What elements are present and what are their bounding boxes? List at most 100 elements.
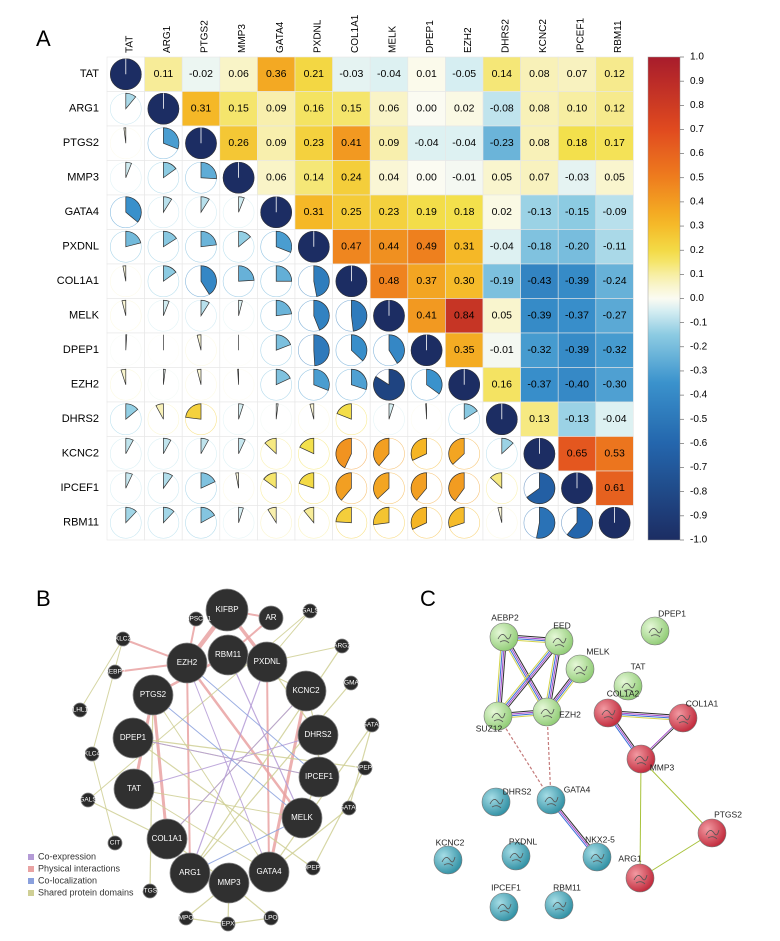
cell	[557, 229, 597, 265]
colorbar	[647, 56, 681, 541]
cell	[332, 229, 371, 265]
pie	[373, 472, 390, 500]
cell-label: 0.21	[304, 68, 325, 80]
protein-label: MELK	[586, 646, 609, 656]
cell-label: -0.13	[527, 206, 551, 218]
column-label: IPCEF1	[576, 18, 587, 53]
edge	[312, 767, 366, 869]
column-label: PXDNL	[312, 19, 323, 53]
pie	[237, 368, 239, 385]
protein-label: COL1A1	[686, 698, 719, 708]
cell-label: -0.40	[565, 379, 589, 391]
protein-node	[501, 841, 531, 871]
row-label: EZH2	[71, 379, 99, 391]
cell-label: -0.39	[565, 344, 589, 356]
protein-structure	[540, 708, 555, 719]
cell	[369, 160, 409, 196]
pie	[200, 506, 216, 524]
cell-label: 0.48	[379, 275, 400, 287]
protein-label: PXDNL	[509, 836, 538, 846]
column-label: KCNC2	[538, 19, 549, 53]
protein-label: ARG1	[618, 853, 641, 863]
pie	[238, 196, 245, 213]
protein-structure	[544, 796, 559, 807]
gene-node	[142, 883, 158, 899]
gene-node	[248, 851, 290, 893]
cell-label: -0.39	[527, 310, 551, 322]
edge	[185, 662, 304, 819]
gene-node	[298, 756, 340, 798]
gene-node	[364, 717, 380, 733]
cell	[294, 125, 333, 161]
pie	[298, 472, 315, 489]
colorbar-tick-label: 0.9	[690, 76, 704, 87]
edge	[495, 639, 558, 715]
cell	[557, 263, 597, 299]
gene-node	[357, 760, 373, 776]
cell	[294, 194, 333, 230]
cell-label: 0.65	[567, 448, 588, 460]
cell-label: -0.05	[452, 68, 476, 80]
gene-label: KIFBP	[215, 605, 238, 614]
cell-label: 0.41	[416, 310, 437, 322]
pie	[335, 437, 352, 469]
column-label: RBM11	[613, 20, 624, 53]
colorbar-tick-label: 0.0	[690, 293, 704, 304]
protein-label: IPCEF1	[491, 882, 521, 892]
pie	[426, 368, 443, 395]
protein-node	[532, 697, 562, 727]
cell-label: 0.09	[379, 137, 400, 149]
pie	[313, 334, 330, 367]
cell	[595, 332, 634, 368]
pie	[351, 368, 368, 390]
pie	[125, 334, 128, 351]
pie	[163, 437, 172, 454]
colorbar-tick-label: -0.1	[690, 317, 708, 328]
pie	[125, 472, 133, 489]
gene-node	[334, 638, 350, 654]
colorbar-tick-label: -0.3	[690, 366, 708, 377]
pie	[275, 230, 293, 253]
column-label: EZH2	[463, 27, 474, 53]
edge	[502, 637, 547, 713]
gene-node	[305, 860, 321, 876]
pie	[196, 334, 202, 351]
edge	[227, 654, 303, 819]
gene-node	[84, 746, 100, 762]
cell	[595, 263, 634, 299]
cell-label: -0.01	[452, 172, 476, 184]
protein-node	[626, 744, 656, 774]
cell-label: -0.13	[565, 413, 589, 425]
pie	[526, 472, 556, 505]
cell	[557, 56, 597, 92]
pie	[163, 472, 173, 490]
cell	[595, 160, 634, 196]
edge	[266, 661, 270, 873]
cell-label: 0.15	[228, 103, 249, 115]
protein-label: DHRS2	[503, 786, 532, 796]
pie	[235, 472, 239, 489]
pie	[200, 161, 217, 180]
edge	[133, 788, 270, 873]
cell	[332, 125, 371, 161]
legend-label: Co-localization	[38, 875, 97, 885]
protein-structure	[601, 709, 616, 720]
gene-label: DPEP2	[302, 865, 324, 872]
cell-label: -0.24	[603, 275, 627, 287]
cell	[482, 56, 521, 92]
row-label: KCNC2	[62, 448, 99, 460]
cell-label: -0.27	[603, 310, 627, 322]
legend-label: Physical interactions	[38, 863, 121, 873]
protein-node	[697, 818, 727, 848]
gene-node	[132, 674, 174, 716]
legend-swatch	[28, 866, 34, 872]
cell	[445, 298, 484, 334]
pie	[200, 437, 209, 454]
protein-node	[483, 701, 513, 731]
pie	[120, 368, 127, 385]
protein-structure	[489, 798, 504, 809]
gene-label: KLC2	[115, 636, 132, 643]
edge	[499, 642, 562, 718]
colorbar-tick-label: -0.7	[690, 462, 708, 473]
colorbar-tick-label: 0.2	[690, 245, 704, 256]
